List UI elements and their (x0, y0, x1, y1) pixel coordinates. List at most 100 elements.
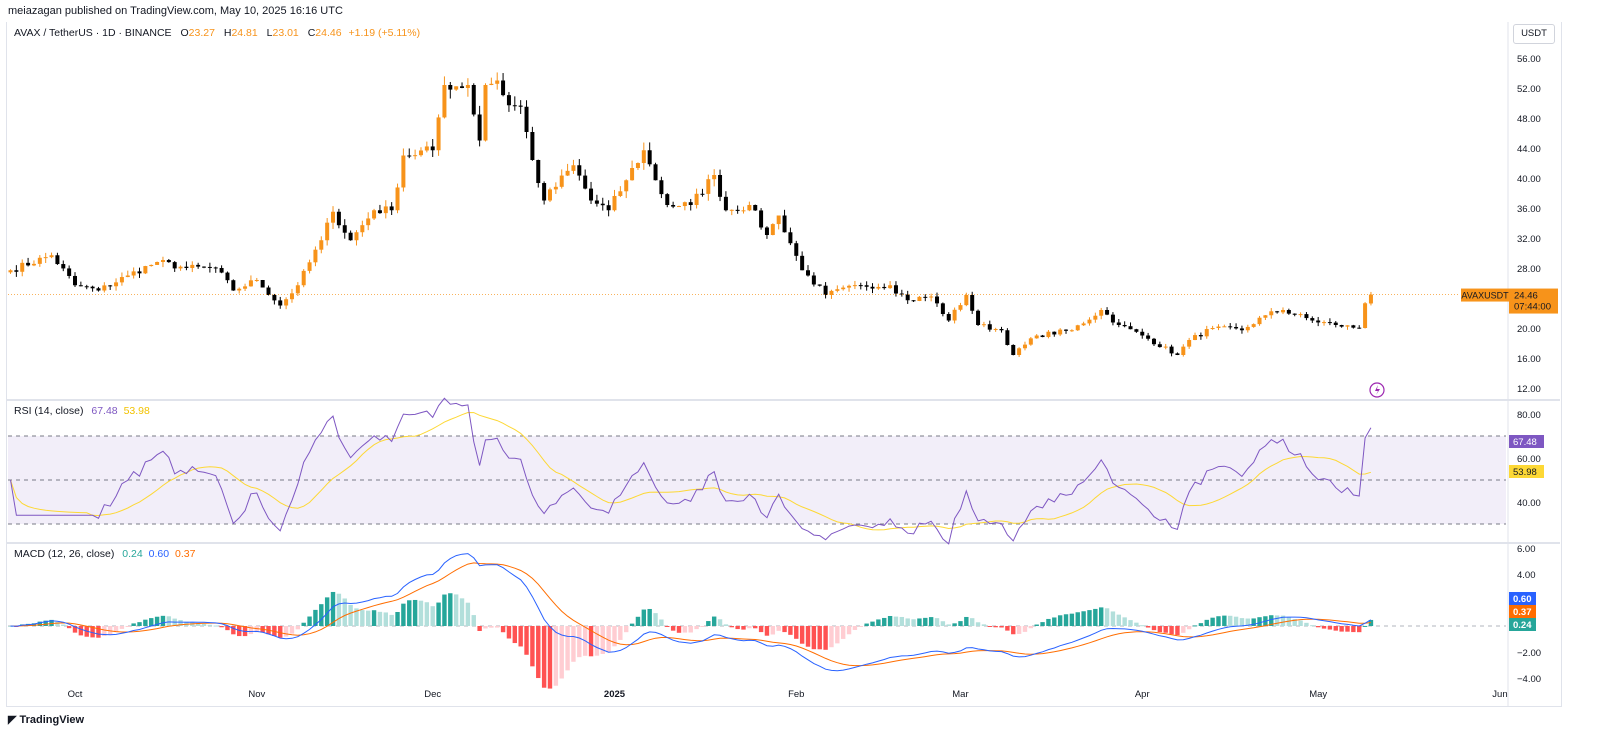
candle-body[interactable] (1333, 322, 1338, 325)
candle-body[interactable] (577, 165, 582, 176)
candle-body[interactable] (964, 295, 969, 306)
candle-body[interactable] (67, 268, 72, 276)
candle-body[interactable] (248, 280, 253, 287)
candle-body[interactable] (806, 270, 811, 276)
candle-body[interactable] (55, 255, 60, 265)
candle-body[interactable] (1345, 325, 1350, 327)
candle-body[interactable] (993, 328, 998, 330)
candle-body[interactable] (424, 146, 429, 151)
candle-body[interactable] (254, 280, 259, 281)
candle-body[interactable] (694, 193, 699, 205)
candle-body[interactable] (976, 310, 981, 325)
candle-body[interactable] (243, 286, 248, 289)
candle-body[interactable] (102, 285, 107, 291)
candle-body[interactable] (835, 289, 840, 291)
candle-body[interactable] (1163, 346, 1168, 348)
candle-body[interactable] (841, 287, 846, 290)
candle-body[interactable] (999, 328, 1004, 331)
candle-body[interactable] (430, 146, 435, 151)
candle-body[interactable] (1316, 320, 1321, 323)
candle-body[interactable] (1175, 353, 1180, 355)
candle-body[interactable] (354, 232, 359, 241)
candle-body[interactable] (1198, 335, 1203, 337)
candle-body[interactable] (952, 309, 957, 321)
candle-body[interactable] (764, 227, 769, 235)
candle-body[interactable] (753, 205, 758, 211)
candle-body[interactable] (366, 218, 371, 226)
candle-body[interactable] (266, 287, 271, 296)
candle-body[interactable] (864, 285, 869, 287)
candle-body[interactable] (536, 160, 541, 184)
candle-body[interactable] (1234, 326, 1239, 329)
candle-body[interactable] (747, 205, 752, 211)
candle-body[interactable] (788, 232, 793, 244)
candle-body[interactable] (1081, 323, 1086, 326)
candle-body[interactable] (1187, 340, 1192, 347)
candle-body[interactable] (84, 286, 89, 288)
candle-body[interactable] (348, 232, 353, 241)
candle-body[interactable] (565, 170, 570, 176)
candle-body[interactable] (506, 95, 511, 106)
candle-body[interactable] (131, 271, 136, 276)
candle-body[interactable] (272, 295, 277, 301)
candle-body[interactable] (929, 296, 934, 298)
candle-body[interactable] (1245, 326, 1250, 331)
tradingview-logo[interactable]: ◤ TradingView (8, 713, 84, 726)
candle-body[interactable] (571, 165, 576, 171)
candle-body[interactable] (852, 285, 857, 287)
candle-body[interactable] (125, 275, 130, 278)
candle-body[interactable] (1105, 310, 1110, 315)
candle-body[interactable] (759, 210, 764, 228)
candle-body[interactable] (917, 296, 922, 301)
candle-body[interactable] (1304, 314, 1309, 319)
candle-body[interactable] (1363, 303, 1368, 328)
candle-body[interactable] (78, 285, 83, 287)
candle-body[interactable] (923, 296, 928, 298)
candle-body[interactable] (336, 211, 341, 226)
candle-body[interactable] (688, 202, 693, 205)
candle-body[interactable] (260, 280, 265, 288)
candle-body[interactable] (501, 80, 506, 96)
candle-body[interactable] (729, 209, 734, 211)
candle-body[interactable] (653, 164, 658, 181)
candle-body[interactable] (1169, 346, 1174, 354)
candle-body[interactable] (477, 114, 482, 141)
candle-body[interactable] (1151, 338, 1156, 345)
candle-body[interactable] (465, 85, 470, 88)
candle-body[interactable] (671, 205, 676, 207)
candle-body[interactable] (1093, 315, 1098, 320)
candle-body[interactable] (1351, 325, 1356, 328)
candle-body[interactable] (301, 270, 306, 286)
candle-body[interactable] (418, 150, 423, 156)
candle-body[interactable] (1251, 324, 1256, 327)
candle-body[interactable] (1140, 331, 1145, 336)
candle-body[interactable] (706, 179, 711, 194)
candle-body[interactable] (114, 282, 119, 287)
candle-body[interactable] (43, 257, 48, 259)
candle-body[interactable] (1040, 335, 1045, 338)
candle-body[interactable] (1128, 326, 1133, 330)
candle-body[interactable] (389, 206, 394, 211)
candle-body[interactable] (630, 168, 635, 181)
candle-body[interactable] (847, 285, 852, 288)
candle-body[interactable] (987, 324, 992, 330)
candle-body[interactable] (413, 155, 418, 157)
candle-body[interactable] (1181, 346, 1186, 355)
candle-body[interactable] (319, 240, 324, 250)
candle-body[interactable] (284, 299, 289, 306)
candle-body[interactable] (401, 155, 406, 188)
candle-body[interactable] (770, 224, 775, 235)
lightning-icon[interactable] (1369, 382, 1385, 398)
candle-body[interactable] (231, 280, 236, 291)
candle-body[interactable] (858, 285, 863, 287)
candle-body[interactable] (870, 286, 875, 289)
candle-body[interactable] (1222, 326, 1227, 328)
candle-body[interactable] (1298, 314, 1303, 316)
candle-body[interactable] (1052, 331, 1057, 335)
candle-body[interactable] (377, 210, 382, 214)
candle-body[interactable] (641, 150, 646, 164)
candle-body[interactable] (196, 264, 201, 267)
candle-body[interactable] (436, 117, 441, 151)
candle-body[interactable] (1292, 313, 1297, 315)
